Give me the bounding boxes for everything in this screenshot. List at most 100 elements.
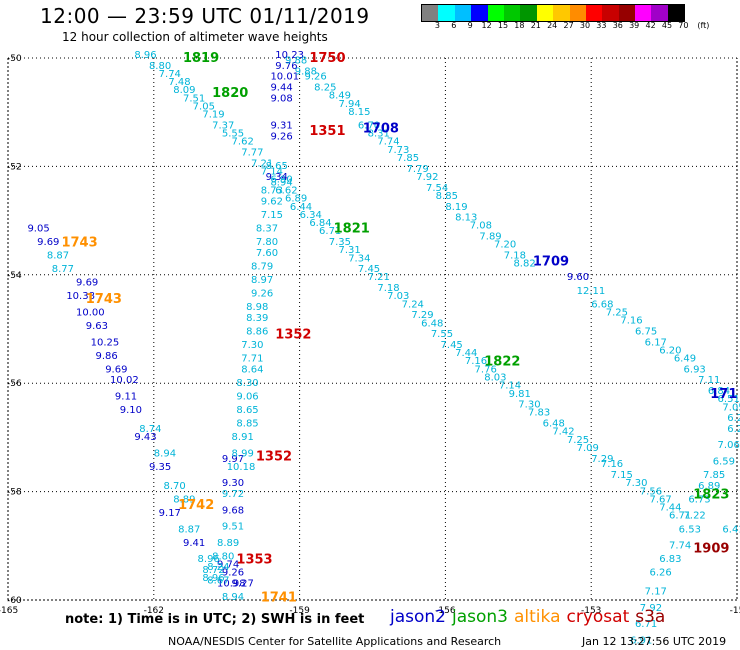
swh-value-label: 7.14: [261, 167, 283, 178]
colorbar-swatch: [618, 5, 636, 21]
y-tick-label: -50: [7, 54, 22, 64]
swh-value-label: 8.31: [368, 129, 390, 140]
swh-value-label: 7.24: [402, 299, 424, 310]
swh-value-label: 7.18: [377, 283, 399, 294]
pass-time-label: 1823: [693, 487, 729, 502]
swh-value-label: 6.20: [659, 345, 681, 356]
swh-value-label: 7.16: [465, 356, 487, 367]
swh-value-label: 9.88: [285, 55, 307, 66]
swh-value-label: 6.26: [650, 568, 672, 579]
swh-value-label: 7.79: [407, 164, 429, 175]
swh-value-label: 9.31: [270, 120, 292, 131]
swh-value-label: 10.18: [227, 462, 256, 473]
swh-value-label: 8.25: [314, 83, 336, 94]
colorbar-swatch: [651, 5, 668, 21]
pass-time-label: 1743: [86, 292, 122, 307]
swh-value-label: 8.98: [246, 302, 268, 313]
swh-value-label: 7.03: [387, 291, 409, 302]
swh-value-label: 8.97: [251, 275, 273, 286]
swh-value-label: 9.86: [95, 351, 117, 362]
colorbar-swatch: [585, 5, 603, 21]
swh-value-label: 8.72: [202, 565, 224, 576]
swh-value-label: 8.87: [178, 524, 200, 535]
swh-value-label: 10.25: [91, 337, 120, 348]
swh-value-label: 10.01: [270, 72, 299, 83]
swh-value-label: 6.49: [674, 354, 696, 365]
pass-time-label: 1709: [533, 254, 569, 269]
pass-time-label: 1821: [334, 222, 370, 237]
x-tick-label: -165: [0, 606, 18, 616]
swh-value-label: 7.55: [431, 329, 453, 340]
note-text: note: 1) Time is in UTC; 2) SWH is in fe…: [65, 612, 365, 627]
swh-value-label: 8.80: [149, 61, 171, 72]
swh-value-label: 7.21: [251, 158, 273, 169]
y-tick-label: -56: [7, 379, 22, 389]
swh-value-label: 7.30: [241, 340, 263, 351]
colorbar-tick-label: 15: [497, 21, 509, 30]
swh-value-label: 8.09: [173, 85, 195, 96]
swh-value-label: 6.48: [421, 318, 443, 329]
swh-value-label: 7.25: [606, 307, 628, 318]
swh-value-label: 8.85: [236, 419, 258, 430]
swh-value-label: 6.70: [358, 120, 380, 131]
swh-value-label: 6.17: [645, 337, 667, 348]
swh-value-label: 8.79: [251, 261, 273, 272]
swh-value-label: 7.54: [426, 183, 448, 194]
swh-value-label: 9.17: [159, 508, 181, 519]
swh-value-label: 7.19: [202, 110, 224, 121]
swh-value-label: 8.96: [134, 50, 156, 61]
swh-value-label: 6.91: [630, 635, 652, 646]
colorbar-unit: (ft): [697, 21, 710, 30]
colorbar-swatch: [602, 5, 619, 21]
colorbar-tick-label: 21: [530, 21, 541, 30]
swh-value-label: 7.85: [703, 470, 725, 481]
swh-value-label: 6.71: [319, 226, 341, 237]
swh-value-label: 9.26: [222, 568, 244, 579]
swh-value-label: 9.30: [222, 478, 244, 489]
swh-value-label: 10.38: [66, 291, 95, 302]
swh-value-label: 8.96: [198, 554, 220, 565]
swh-value-label: 9.44: [270, 83, 292, 94]
colorbar-swatch: [438, 5, 455, 21]
swh-value-label: 8.80: [212, 551, 234, 562]
pass-time-label: 1708: [363, 121, 399, 136]
pass-time-label: 1820: [212, 86, 248, 101]
swh-value-label: 7.76: [475, 364, 497, 375]
swh-value-label: 7.09: [577, 443, 599, 454]
pass-time-label: 171: [710, 387, 737, 402]
swh-value-label: 7.85: [397, 153, 419, 164]
legend-item: altika: [514, 607, 561, 627]
swh-value-label: 8.96: [202, 573, 224, 584]
chart-subtitle: 12 hour collection of altimeter wave hei…: [62, 30, 328, 44]
swh-value-label: 9.88: [295, 66, 317, 77]
swh-value-label: 9.41: [183, 538, 205, 549]
swh-value-label: 8.86: [246, 326, 268, 337]
swh-value-label: 9.26: [251, 288, 273, 299]
colorbar-tick-label: 30: [579, 21, 591, 30]
swh-value-label: 6.75: [635, 326, 657, 337]
swh-value-label: 9.51: [222, 522, 244, 533]
swh-value-label: 7.21: [368, 272, 390, 283]
pass-time-label: 1351: [309, 124, 345, 139]
swh-value-label: 9.34: [266, 172, 288, 183]
swh-value-label: 9.68: [222, 505, 244, 516]
colorbar-tick-label: 45: [661, 21, 673, 30]
colorbar-tick-label: 33: [596, 21, 607, 30]
swh-value-label: 7.89: [479, 232, 501, 243]
chart-title: 12:00 — 23:59 UTC 01/11/2019: [40, 4, 370, 28]
swh-value-label: 7.74: [669, 541, 691, 552]
colorbar-tick-label: 12: [481, 21, 492, 30]
swh-value-label: 7.92: [640, 603, 662, 614]
swh-value-label: 7.67: [650, 494, 672, 505]
swh-value-label: 8.49: [329, 91, 351, 102]
colorbar-tick-label: 27: [563, 21, 574, 30]
swh-value-label: 9.26: [304, 72, 326, 83]
swh-value-label: 7.71: [241, 354, 263, 365]
swh-value-label: 7.94: [338, 99, 360, 110]
swh-value-label: 8.94: [270, 177, 292, 188]
swh-value-label: 7.22: [684, 511, 706, 522]
swh-value-label: 8.89: [173, 494, 195, 505]
swh-value-label: 8.70: [164, 481, 186, 492]
swh-value-label: 10.98: [217, 578, 246, 589]
